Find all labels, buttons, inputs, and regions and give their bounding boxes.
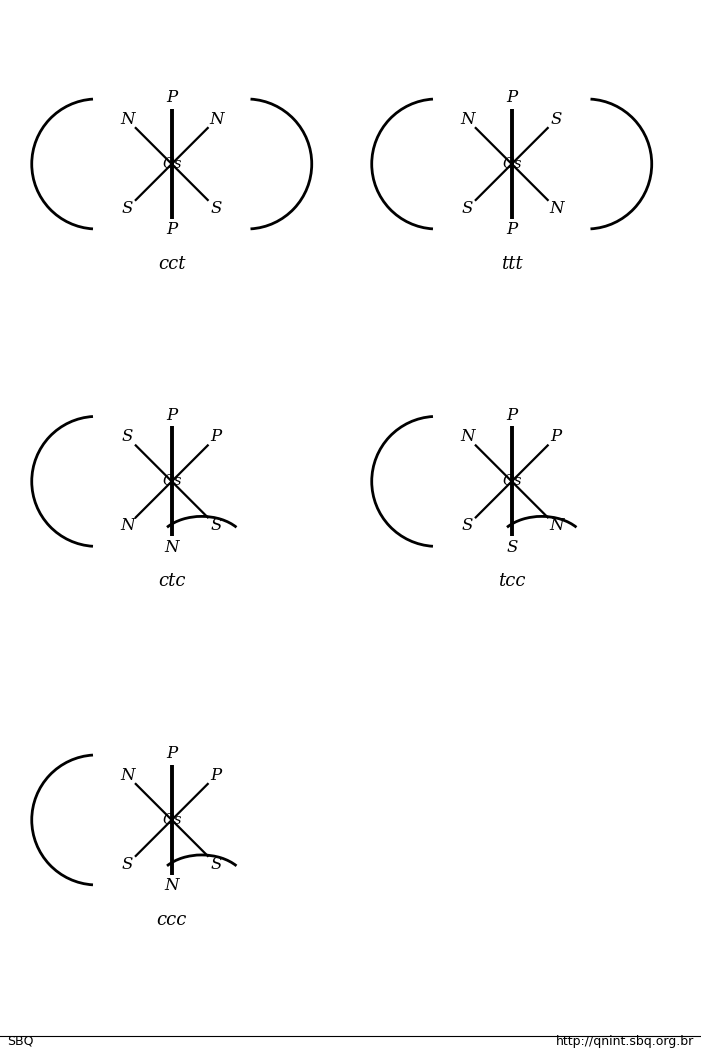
Text: N: N (460, 428, 475, 445)
Text: N: N (165, 877, 179, 894)
Text: S: S (121, 200, 133, 217)
Text: Os: Os (162, 474, 182, 489)
Text: S: S (210, 856, 222, 873)
Text: N: N (209, 111, 224, 128)
Text: S: S (461, 200, 473, 217)
Text: cct: cct (158, 255, 186, 273)
Text: P: P (166, 746, 177, 763)
Text: P: P (166, 221, 177, 238)
Text: N: N (549, 200, 564, 217)
Text: N: N (165, 539, 179, 555)
Text: N: N (120, 767, 135, 784)
Text: N: N (549, 517, 564, 534)
Text: P: P (551, 428, 562, 445)
Text: S: S (210, 200, 222, 217)
Text: S: S (210, 517, 222, 534)
Text: S: S (506, 539, 517, 555)
Text: S: S (550, 111, 562, 128)
Text: P: P (211, 767, 222, 784)
Text: N: N (460, 111, 475, 128)
Text: Os: Os (502, 157, 522, 171)
Text: P: P (506, 221, 517, 238)
Text: P: P (166, 407, 177, 424)
Text: Os: Os (502, 474, 522, 489)
Text: P: P (211, 428, 222, 445)
Text: http://qnint.sbq.org.br: http://qnint.sbq.org.br (556, 1035, 694, 1048)
Text: ctc: ctc (158, 572, 186, 590)
Text: Os: Os (162, 813, 182, 827)
Text: P: P (166, 90, 177, 107)
Text: ttt: ttt (501, 255, 523, 273)
Text: S: S (121, 856, 133, 873)
Text: S: S (461, 517, 473, 534)
Text: Os: Os (162, 157, 182, 171)
Text: tcc: tcc (498, 572, 526, 590)
Text: ccc: ccc (156, 911, 187, 929)
Text: N: N (120, 517, 135, 534)
Text: SBQ: SBQ (7, 1035, 34, 1048)
Text: P: P (506, 407, 517, 424)
Text: N: N (120, 111, 135, 128)
Text: S: S (121, 428, 133, 445)
Text: P: P (506, 90, 517, 107)
